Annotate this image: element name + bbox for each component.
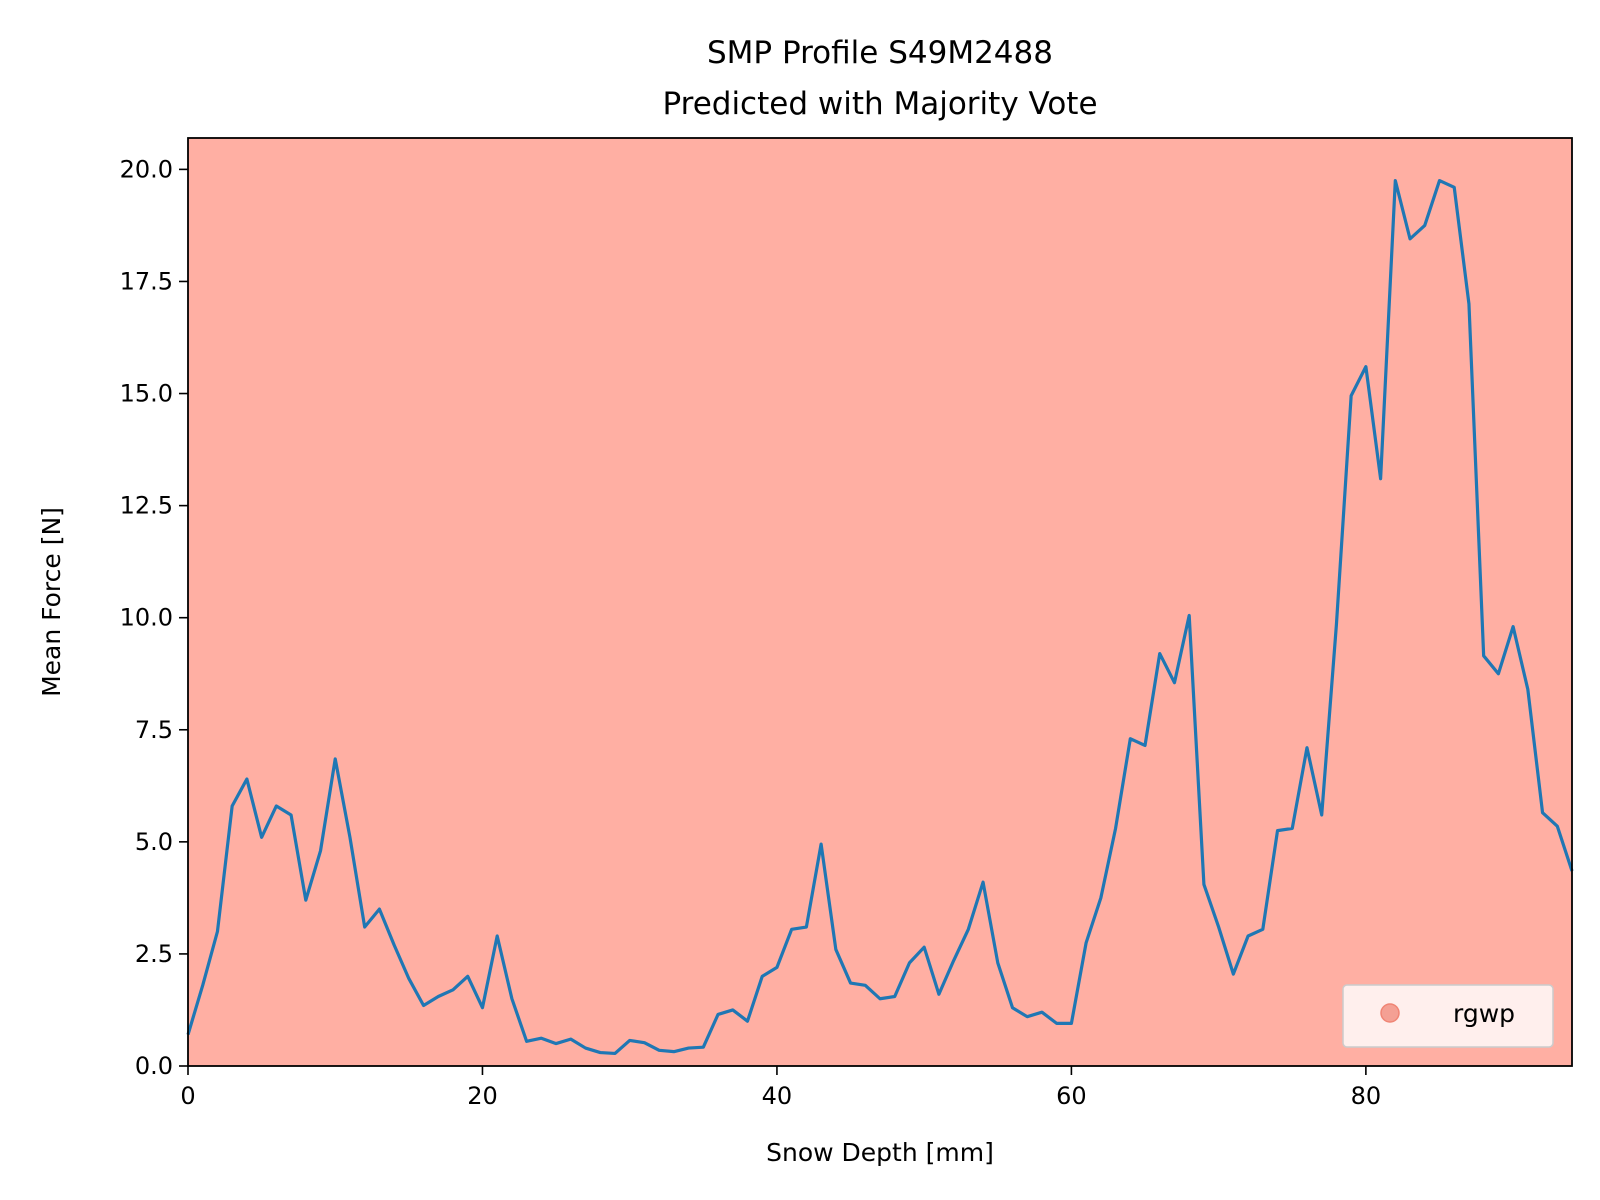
legend-label-rgwp: rgwp xyxy=(1453,999,1515,1028)
x-axis: 0 20 40 60 80 xyxy=(180,1066,1381,1110)
legend-marker-rgwp xyxy=(1380,1003,1400,1023)
legend-box xyxy=(1342,984,1554,1048)
y-tick-label: 20.0 xyxy=(120,155,173,183)
plot-frame xyxy=(187,137,1573,1067)
y-tick-label: 17.5 xyxy=(120,267,173,295)
y-tick-label: 5.0 xyxy=(135,828,173,856)
y-axis: 0.0 2.5 5.0 7.5 10.0 12.5 15.0 17.5 20.0 xyxy=(120,155,188,1080)
x-tick-label: 20 xyxy=(467,1082,498,1110)
x-axis-label: Snow Depth [mm] xyxy=(766,1138,994,1167)
x-tick-label: 0 xyxy=(180,1082,195,1110)
series-line-0 xyxy=(186,178,1574,1056)
chart-subtitle: Predicted with Majority Vote xyxy=(662,86,1097,122)
plot-area xyxy=(188,138,1572,1066)
y-tick-label: 15.0 xyxy=(120,380,173,408)
series-layer xyxy=(186,178,1574,1056)
x-tick-label: 80 xyxy=(1351,1082,1382,1110)
x-tick-label: 40 xyxy=(762,1082,793,1110)
y-tick-label: 10.0 xyxy=(120,604,173,632)
y-tick-label: 7.5 xyxy=(135,716,173,744)
y-tick-label: 12.5 xyxy=(120,492,173,520)
x-tick-label: 60 xyxy=(1056,1082,1087,1110)
legend: rgwp xyxy=(1342,984,1554,1048)
y-tick-label: 2.5 xyxy=(135,940,173,968)
y-tick-label: 0.0 xyxy=(135,1052,173,1080)
chart-title: SMP Profile S49M2488 xyxy=(707,35,1053,71)
y-axis-label: Mean Force [N] xyxy=(37,507,66,697)
